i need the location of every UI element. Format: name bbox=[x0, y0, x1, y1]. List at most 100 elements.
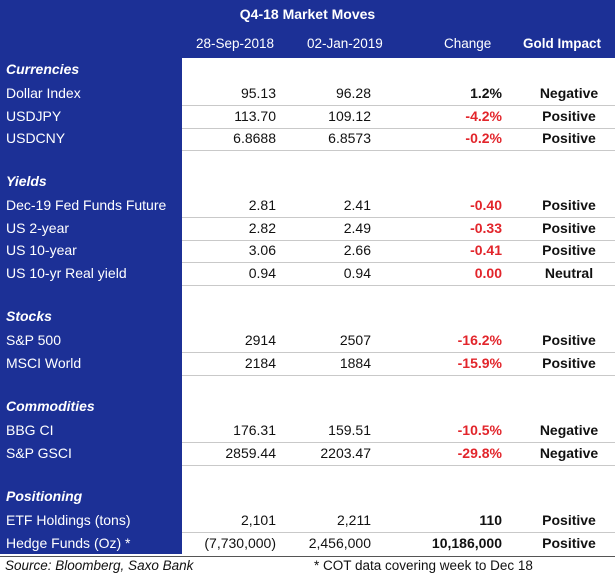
row-label: Hedge Funds (Oz) * bbox=[6, 534, 131, 551]
section-heading: Yields bbox=[6, 173, 47, 189]
row-divider bbox=[182, 284, 615, 286]
table-header: Q4-18 Market Moves 28-Sep-2018 02-Jan-20… bbox=[0, 0, 615, 58]
table-row: ETF Holdings (tons) 2,101 2,211 110 Positive bbox=[0, 510, 615, 532]
gold-impact: Negative bbox=[539, 444, 599, 461]
change-value: 110 bbox=[479, 512, 502, 528]
value-date2: 2.41 bbox=[343, 197, 371, 213]
row-label: USDJPY bbox=[6, 107, 62, 124]
column-date1: 28-Sep-2018 bbox=[196, 36, 275, 51]
gold-impact: Positive bbox=[542, 354, 596, 371]
value-date1: 3.06 bbox=[248, 242, 276, 258]
value-date2: 2203.47 bbox=[320, 444, 371, 461]
change-value: 1.2% bbox=[470, 85, 502, 101]
value-date2: 6.8573 bbox=[328, 130, 371, 146]
label-column-background bbox=[0, 58, 182, 554]
value-date1: 6.8688 bbox=[233, 130, 276, 146]
table-row: USDJPY 113.70 109.12 -4.2% Positive bbox=[0, 106, 615, 128]
row-divider bbox=[182, 105, 615, 106]
value-date1: 2.81 bbox=[248, 197, 276, 213]
section-heading: Commodities bbox=[6, 398, 95, 414]
column-gold-impact: Gold Impact bbox=[523, 36, 602, 51]
value-date1: 95.13 bbox=[240, 85, 276, 101]
change-value: 0.00 bbox=[474, 264, 502, 281]
row-label: MSCI World bbox=[6, 354, 82, 371]
table-row: BBG CI 176.31 159.51 -10.5% Negative bbox=[0, 420, 615, 442]
value-date2: 96.28 bbox=[335, 85, 371, 101]
value-date2: 159.51 bbox=[328, 422, 371, 438]
row-label: Dec-19 Fed Funds Future bbox=[6, 197, 167, 213]
row-divider bbox=[182, 352, 615, 353]
table-row: US 2-year 2.82 2.49 -0.33 Positive bbox=[0, 218, 615, 240]
row-label: S&P GSCI bbox=[6, 444, 72, 461]
row-label: BBG CI bbox=[6, 422, 54, 438]
row-label: US 10-year bbox=[6, 242, 77, 258]
change-value: -0.33 bbox=[470, 219, 502, 236]
column-change: Change bbox=[444, 36, 492, 51]
row-label: US 10-yr Real yield bbox=[6, 264, 127, 281]
table-footer: Source: Bloomberg, Saxo Bank * COT data … bbox=[0, 556, 615, 577]
value-date1: 2184 bbox=[244, 354, 276, 371]
row-label: S&P 500 bbox=[6, 332, 62, 348]
value-date2: 109.12 bbox=[328, 107, 371, 124]
table-row: MSCI World 2184 1884 -15.9% Positive bbox=[0, 353, 615, 375]
table-row: S&P 500 2914 2507 -16.2% Positive bbox=[0, 330, 615, 352]
change-value: -10.5% bbox=[457, 422, 502, 438]
gold-impact: Positive bbox=[542, 534, 596, 551]
row-divider bbox=[182, 127, 615, 129]
gold-impact: Positive bbox=[542, 107, 596, 124]
value-date1: (7,730,000) bbox=[204, 534, 276, 551]
row-divider bbox=[182, 464, 615, 466]
value-date2: 2.49 bbox=[343, 219, 371, 236]
value-date1: 113.70 bbox=[234, 107, 276, 124]
change-value: -29.8% bbox=[457, 444, 502, 461]
value-date2: 2,211 bbox=[337, 512, 371, 528]
value-date2: 2,456,000 bbox=[308, 534, 371, 551]
row-divider bbox=[182, 532, 615, 533]
change-value: -0.40 bbox=[470, 197, 502, 213]
table-row: US 10-yr Real yield 0.94 0.94 0.00 Neutral bbox=[0, 263, 615, 285]
table-row: Hedge Funds (Oz) * (7,730,000) 2,456,000 10… bbox=[0, 533, 615, 555]
value-date1: 2,101 bbox=[240, 512, 276, 528]
row-label: Dollar Index bbox=[6, 85, 81, 101]
section-heading: Currencies bbox=[6, 61, 80, 77]
value-date2: 1884 bbox=[339, 354, 371, 371]
change-value: 10,186,000 bbox=[431, 534, 502, 551]
column-date2: 02-Jan-2019 bbox=[307, 36, 383, 51]
gold-impact: Positive bbox=[542, 219, 596, 236]
row-label: USDCNY bbox=[6, 130, 66, 146]
row-label: ETF Holdings (tons) bbox=[6, 512, 131, 528]
row-divider bbox=[182, 150, 615, 151]
gold-impact: Positive bbox=[542, 242, 596, 258]
value-date1: 2.82 bbox=[248, 219, 276, 236]
gold-impact: Negative bbox=[539, 422, 599, 438]
table-row: Dec-19 Fed Funds Future 2.81 2.41 -0.40 Posi… bbox=[0, 195, 615, 217]
table: Q4-18 Market Moves 28-Sep-2018 02-Jan-20… bbox=[0, 0, 615, 555]
gold-impact: Neutral bbox=[544, 264, 594, 281]
row-divider bbox=[182, 217, 615, 218]
gold-impact: Positive bbox=[542, 512, 596, 528]
cot-note: * COT data covering week to Dec 18 bbox=[314, 558, 533, 573]
change-value: -4.2% bbox=[465, 107, 502, 124]
table-row: USDCNY 6.8688 6.8573 -0.2% Positive bbox=[0, 128, 615, 150]
change-value: -0.41 bbox=[470, 242, 502, 258]
value-date1: 2859.44 bbox=[225, 444, 276, 461]
source-note: Source: Bloomberg, Saxo Bank bbox=[5, 558, 194, 573]
value-date1: 2914 bbox=[244, 332, 276, 348]
row-divider bbox=[182, 442, 615, 443]
row-divider bbox=[182, 262, 615, 263]
value-date1: 176.31 bbox=[233, 422, 276, 438]
value-date2: 2.66 bbox=[343, 242, 371, 258]
row-divider bbox=[182, 239, 615, 241]
row-label: US 2-year bbox=[6, 219, 70, 236]
table-title: Q4-18 Market Moves bbox=[239, 6, 376, 22]
table-row: Dollar Index 95.13 96.28 1.2% Negative bbox=[0, 83, 615, 105]
row-divider bbox=[182, 374, 615, 376]
value-date2: 2507 bbox=[339, 332, 371, 348]
gold-impact: Positive bbox=[542, 197, 596, 213]
table-row: US 10-year 3.06 2.66 -0.41 Positive bbox=[0, 240, 615, 262]
gold-impact: Positive bbox=[542, 130, 596, 146]
value-date1: 0.94 bbox=[248, 264, 276, 281]
gold-impact: Positive bbox=[542, 332, 596, 348]
table-row: S&P GSCI 2859.44 2203.47 -29.8% Negative bbox=[0, 443, 615, 465]
